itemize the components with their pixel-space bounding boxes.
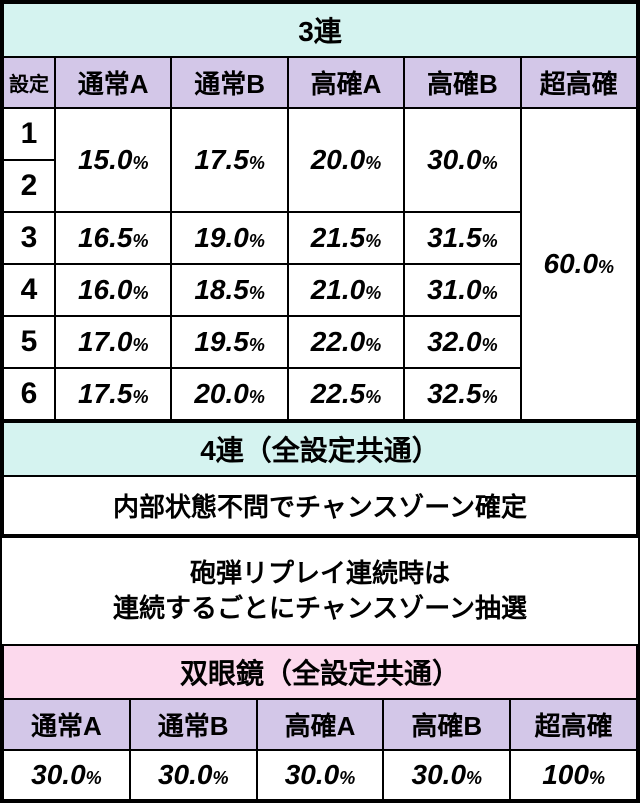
value-cell: 16.5%: [55, 212, 171, 264]
value-cell: 30.0%: [3, 750, 130, 800]
table-header-row: 通常A 通常B 高確A 高確B 超高確: [3, 699, 637, 750]
settei-cell: 1: [3, 108, 55, 160]
table-title-row: 4連（全設定共通）: [3, 422, 637, 476]
value-cell-merged: 60.0%: [521, 108, 637, 420]
col-header: 通常A: [3, 699, 130, 750]
value-cell: 17.0%: [55, 316, 171, 368]
value-cell: 32.5%: [404, 368, 520, 420]
col-header: 通常A: [55, 57, 171, 108]
col-header: 通常B: [171, 57, 287, 108]
table-title-row: 双眼鏡（全設定共通）: [3, 645, 637, 699]
settei-cell: 4: [3, 264, 55, 316]
table-row: 30.0% 30.0% 30.0% 30.0% 100%: [3, 750, 637, 800]
table-title: 3連: [3, 3, 637, 57]
table-sougankyo: 双眼鏡（全設定共通） 通常A 通常B 高確A 高確B 超高確 30.0% 30.…: [2, 644, 638, 801]
value-cell: 20.0%: [171, 368, 287, 420]
table-title-row: 3連: [3, 3, 637, 57]
value-cell: 30.0%: [257, 750, 384, 800]
free-note-line: 連続するごとにチャンスゾーン抽選: [113, 593, 527, 623]
value-cell: 30.0%: [130, 750, 257, 800]
value-cell: 21.0%: [288, 264, 404, 316]
value-cell: 17.5%: [55, 368, 171, 420]
value-cell: 22.0%: [288, 316, 404, 368]
col-header: 高確A: [257, 699, 384, 750]
value-cell: 17.5%: [171, 108, 287, 212]
tables-container: 3連 設定 通常A 通常B 高確A 高確B 超高確 1 15.0% 17.5% …: [0, 0, 640, 803]
value-cell: 20.0%: [288, 108, 404, 212]
value-cell: 15.0%: [55, 108, 171, 212]
col-header: 高確B: [404, 57, 520, 108]
value-cell: 31.5%: [404, 212, 520, 264]
free-note-line: 砲弾リプレイ連続時は: [190, 558, 450, 588]
col-header: 超高確: [510, 699, 637, 750]
table-header-row: 設定 通常A 通常B 高確A 高確B 超高確: [3, 57, 637, 108]
value-cell: 31.0%: [404, 264, 520, 316]
value-cell: 18.5%: [171, 264, 287, 316]
settei-cell: 5: [3, 316, 55, 368]
table-4ren: 4連（全設定共通） 内部状態不問でチャンスゾーン確定: [2, 421, 638, 536]
value-cell: 19.0%: [171, 212, 287, 264]
table-row: 1 15.0% 17.5% 20.0% 30.0% 60.0%: [3, 108, 637, 160]
value-cell: 100%: [510, 750, 637, 800]
value-cell: 19.5%: [171, 316, 287, 368]
settei-cell: 2: [3, 160, 55, 212]
table-title: 4連（全設定共通）: [3, 422, 637, 476]
col-header-settei: 設定: [3, 57, 55, 108]
col-header: 通常B: [130, 699, 257, 750]
col-header: 高確A: [288, 57, 404, 108]
settei-cell: 3: [3, 212, 55, 264]
value-cell: 32.0%: [404, 316, 520, 368]
free-note: 砲弾リプレイ連続時は 連続するごとにチャンスゾーン抽選: [2, 536, 638, 644]
note-cell: 内部状態不問でチャンスゾーン確定: [3, 476, 637, 535]
table-title: 双眼鏡（全設定共通）: [3, 645, 637, 699]
value-cell: 30.0%: [383, 750, 510, 800]
table-row: 内部状態不問でチャンスゾーン確定: [3, 476, 637, 535]
value-cell: 16.0%: [55, 264, 171, 316]
value-cell: 22.5%: [288, 368, 404, 420]
table-3ren: 3連 設定 通常A 通常B 高確A 高確B 超高確 1 15.0% 17.5% …: [2, 2, 638, 421]
col-header: 超高確: [521, 57, 637, 108]
value-cell: 30.0%: [404, 108, 520, 212]
col-header: 高確B: [383, 699, 510, 750]
value-cell: 21.5%: [288, 212, 404, 264]
settei-cell: 6: [3, 368, 55, 420]
